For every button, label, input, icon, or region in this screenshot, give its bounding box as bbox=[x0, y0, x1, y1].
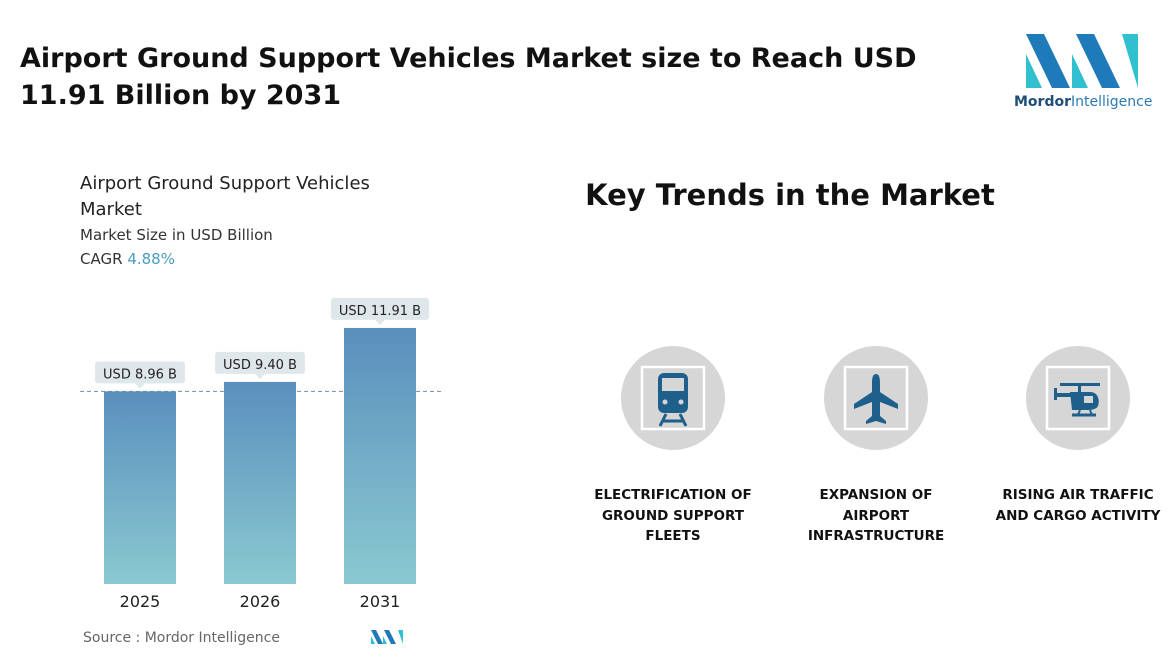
cagr-value: 4.88% bbox=[127, 250, 175, 268]
source: Source : Mordor Intelligence bbox=[83, 630, 280, 646]
trend-label: ELECTRIFICATION OF GROUND SUPPORT FLEETS bbox=[594, 487, 752, 544]
value-label-text: USD 8.96 B bbox=[103, 367, 177, 382]
cagr-label: CAGR bbox=[80, 250, 123, 268]
value-label: USD 9.40 B bbox=[215, 351, 305, 379]
logo-text: MordorIntelligence bbox=[1014, 94, 1152, 110]
value-label-box bbox=[95, 361, 185, 384]
bar bbox=[344, 327, 416, 584]
value-label-pointer bbox=[135, 383, 145, 389]
chart-title: Airport Ground Support Vehicles Market bbox=[80, 173, 370, 220]
logo-name: Mordor bbox=[1014, 94, 1071, 110]
logo-mark bbox=[1026, 34, 1138, 88]
bar bbox=[224, 381, 296, 584]
x-tick-label: 2031 bbox=[360, 592, 401, 611]
x-tick-label: 2025 bbox=[120, 592, 161, 611]
cagr: CAGR 4.88% bbox=[80, 250, 175, 268]
value-label: USD 8.96 B bbox=[95, 361, 185, 389]
x-tick-label: 2026 bbox=[240, 592, 281, 611]
icon-plane bbox=[824, 346, 928, 450]
chart-subtitle: Market Size in USD Billion bbox=[80, 226, 273, 244]
trend-icons bbox=[621, 346, 1130, 450]
logo-suffix: Intelligence bbox=[1071, 94, 1153, 110]
value-label: USD 11.91 B bbox=[330, 297, 430, 325]
value-label-box bbox=[330, 297, 430, 320]
trends-title: Key Trends in the Market bbox=[585, 178, 995, 212]
value-label-text: USD 9.40 B bbox=[223, 358, 297, 373]
value-label-pointer bbox=[255, 373, 265, 379]
icon-train bbox=[621, 346, 725, 450]
value-label-box bbox=[215, 351, 305, 374]
trend-label: RISING AIR TRAFFIC AND CARGO ACTIVITY bbox=[995, 487, 1161, 524]
value-label-text: USD 11.91 B bbox=[339, 304, 421, 319]
value-label-pointer bbox=[375, 319, 385, 325]
icon-helicopter bbox=[1026, 346, 1130, 450]
bar bbox=[104, 391, 176, 584]
page-title: Airport Ground Support Vehicles Market s… bbox=[20, 43, 917, 111]
trend-label: EXPANSION OF AIRPORT INFRASTRUCTURE bbox=[807, 487, 945, 544]
source-logo bbox=[371, 630, 403, 644]
chart: 2025 USD 8.96 B 2026 USD 9.40 B 2031 USD 11.9… bbox=[80, 297, 442, 611]
